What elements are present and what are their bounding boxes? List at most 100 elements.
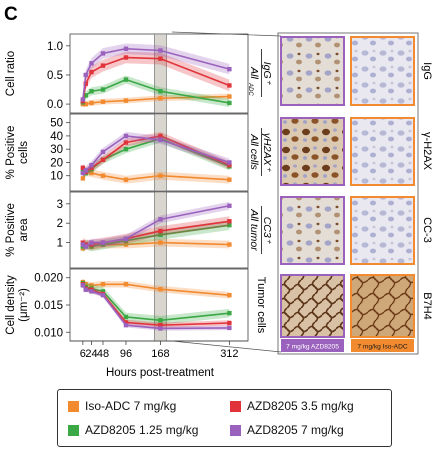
data-point (80, 97, 86, 102)
panel-letter: C (4, 4, 18, 25)
y-axis-label: % Positive (5, 203, 17, 257)
legend-swatch-iso-adc (68, 400, 79, 412)
data-point (83, 93, 88, 98)
data-point (83, 168, 88, 173)
data-point (158, 96, 163, 101)
data-point (158, 89, 163, 94)
y-tick-label: 10 (50, 171, 63, 183)
stain-labels: IgG γ-H2AX CC-3 B7H4 (421, 62, 433, 320)
data-point (158, 56, 163, 61)
data-point (227, 203, 232, 208)
series-band (82, 283, 230, 331)
series-band (82, 201, 230, 251)
data-point (100, 99, 106, 104)
data-point (89, 289, 94, 294)
series-band (82, 51, 230, 107)
caption-azd8205-chip (281, 339, 344, 352)
data-point (100, 63, 106, 68)
micrograph-cc3-iso-adc (350, 196, 415, 265)
data-point (89, 170, 94, 176)
data-point (83, 282, 88, 287)
x-tick-label: 168 (151, 348, 169, 360)
y-tick-label: 0.015 (34, 300, 63, 312)
data-point (227, 292, 232, 298)
x-tick-label: 6 (80, 348, 86, 360)
x-axis: 6 24 48 96 168 312 (70, 340, 248, 360)
x-axis-label: Hours post-treatment (106, 367, 215, 379)
stain-label-1: IgG (421, 62, 433, 80)
data-point (227, 177, 232, 182)
stain-label-4: B7H4 (421, 292, 433, 320)
data-point (123, 242, 129, 247)
micrograph-b7h4-azd8205 (280, 274, 345, 338)
data-point (89, 100, 94, 106)
x-tick-label: 24 (85, 348, 97, 360)
data-point (158, 232, 163, 238)
zoom-connector-bottom (171, 340, 282, 353)
y-axis-label: area (18, 218, 30, 242)
side-label-numerator: CC3⁺ (261, 217, 273, 245)
micrograph-block-frame (277, 32, 419, 355)
data-point (158, 240, 163, 245)
data-point (123, 282, 129, 287)
data-point (227, 100, 232, 106)
y-tick-label: 30 (50, 144, 63, 156)
data-point (89, 61, 94, 66)
data-point (227, 222, 232, 228)
legend-label: AZD8205 1.25 mg/kg (85, 423, 199, 437)
data-point (89, 69, 94, 75)
data-point (100, 149, 106, 155)
data-point (227, 162, 232, 168)
data-point (89, 89, 94, 94)
legend-swatch-azd8205-7 (230, 424, 241, 436)
micrograph-h2ax-iso-adc (350, 117, 415, 186)
zoom-connector-top (171, 31, 282, 37)
y-tick-label: 20 (50, 157, 63, 169)
stain-label-2: γ-H2AX (421, 132, 433, 171)
data-point (123, 140, 129, 145)
data-point (100, 292, 106, 298)
y-tick-label: 1 (57, 238, 63, 250)
data-point (83, 244, 88, 249)
data-point (227, 83, 232, 88)
data-point (227, 94, 232, 99)
x-tick-label: 96 (120, 348, 132, 360)
data-point (123, 177, 129, 182)
data-point (80, 176, 86, 181)
legend-item-azd8205-1-25: AZD8205 1.25 mg/kg (68, 423, 198, 437)
side-label-2: γH2AX⁺All cells (248, 128, 273, 176)
data-point (227, 320, 232, 326)
y-tick-label: 0.020 (34, 273, 63, 285)
data-point (89, 240, 94, 245)
data-point (158, 48, 163, 53)
y-tick-label: 3 (57, 199, 63, 211)
data-point (158, 322, 163, 328)
y-tick-label: 0.0 (47, 99, 63, 111)
chart-panel-3: 1 2 3 % Positive area (5, 191, 249, 269)
x-tick-label: 312 (220, 348, 238, 360)
micrograph-igg-iso-adc (350, 36, 415, 106)
data-point (100, 173, 106, 178)
side-label-1: IgG⁺All ADC (247, 49, 273, 97)
data-point (80, 170, 86, 176)
data-point (227, 160, 232, 165)
caption-iso-adc: 7 mg/kg Iso-ADC (357, 344, 407, 351)
y-tick-label: 0.010 (34, 327, 63, 339)
data-point (158, 286, 163, 292)
data-point (100, 282, 106, 287)
series-band (82, 278, 230, 325)
legend-label: AZD8205 7 mg/kg (247, 423, 344, 437)
data-point (123, 146, 129, 152)
y-tick-label: 40 (50, 131, 63, 143)
side-label-4: Tumor cells (255, 277, 267, 334)
highlight-strip (154, 113, 167, 192)
data-point (158, 318, 163, 323)
legend-label: AZD8205 3.5 mg/kg (247, 399, 354, 413)
y-axis-label: % Positive (5, 126, 17, 180)
highlight-strip (154, 33, 167, 114)
data-point (123, 236, 129, 241)
data-point (158, 133, 163, 139)
side-label-3: CC3⁺All tumor (248, 206, 273, 254)
data-point (83, 101, 88, 107)
side-label-numerator: γH2AX⁺ (261, 133, 273, 173)
